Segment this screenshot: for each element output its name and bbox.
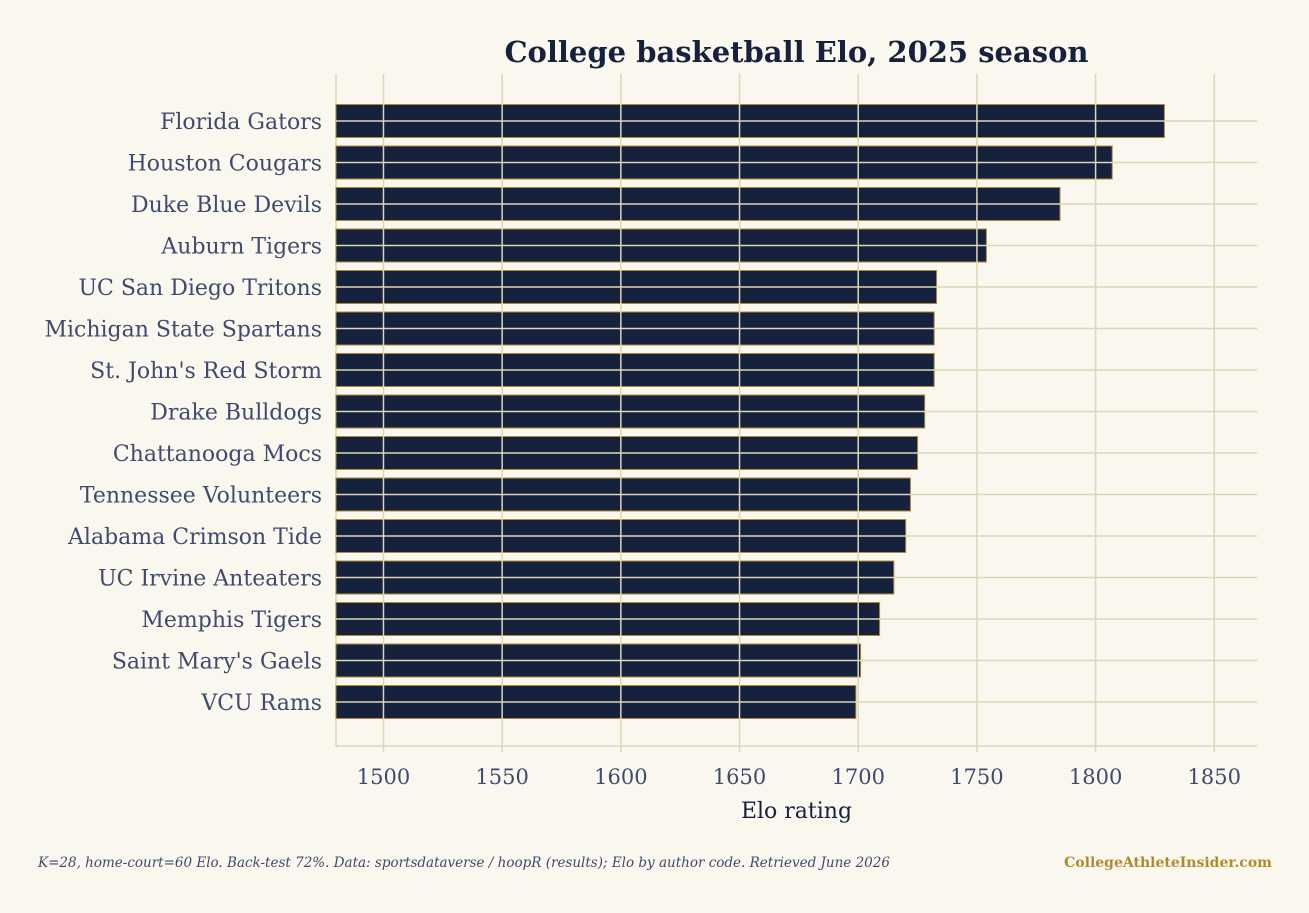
y-category-label: Saint Mary's Gaels [112, 650, 322, 675]
x-tick-label: 1550 [475, 765, 528, 789]
y-category-label: UC Irvine Anteaters [98, 567, 322, 592]
x-tick-label: 1700 [831, 765, 884, 789]
y-category-label: Chattanooga Mocs [113, 442, 322, 467]
x-axis-label: Elo rating [741, 799, 852, 824]
y-category-label: Florida Gators [160, 110, 322, 135]
x-tick-label: 1750 [950, 765, 1003, 789]
x-tick-label: 1650 [713, 765, 766, 789]
y-category-label: Duke Blue Devils [131, 193, 322, 218]
y-category-label: Memphis Tigers [141, 608, 322, 633]
x-tick-label: 1500 [357, 765, 410, 789]
y-category-label: Michigan State Spartans [44, 318, 322, 343]
y-category-label: Houston Cougars [128, 152, 322, 177]
y-category-label: VCU Rams [200, 691, 322, 716]
x-tick-label: 1600 [594, 765, 647, 789]
y-category-label: Tennessee Volunteers [80, 484, 322, 509]
y-category-label: Drake Bulldogs [150, 401, 322, 426]
footer-note: K=28, home-court=60 Elo. Back-test 72%. … [38, 855, 890, 871]
y-category-label: St. John's Red Storm [90, 359, 322, 384]
y-category-label: Auburn Tigers [160, 235, 322, 260]
footer-brand: CollegeAthleteInsider.com [1064, 855, 1272, 871]
x-tick-label: 1850 [1188, 765, 1241, 789]
y-category-label: UC San Diego Tritons [78, 276, 322, 301]
y-category-label: Alabama Crimson Tide [67, 525, 322, 550]
chart-title: College basketball Elo, 2025 season [504, 35, 1088, 69]
x-tick-label: 1800 [1069, 765, 1122, 789]
